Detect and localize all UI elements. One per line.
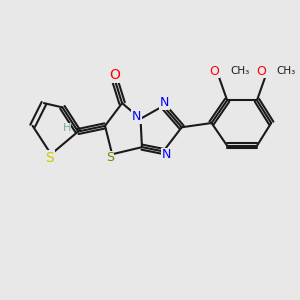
Text: O: O <box>256 64 266 77</box>
Text: S: S <box>106 151 114 164</box>
Text: N: N <box>161 148 171 161</box>
Text: O: O <box>110 68 120 82</box>
Text: CH₃: CH₃ <box>230 66 249 76</box>
Text: H: H <box>62 123 71 133</box>
Text: N: N <box>160 96 169 109</box>
Text: N: N <box>132 110 141 123</box>
Text: CH₃: CH₃ <box>277 66 296 76</box>
Text: S: S <box>45 151 54 165</box>
Text: O: O <box>209 64 219 77</box>
